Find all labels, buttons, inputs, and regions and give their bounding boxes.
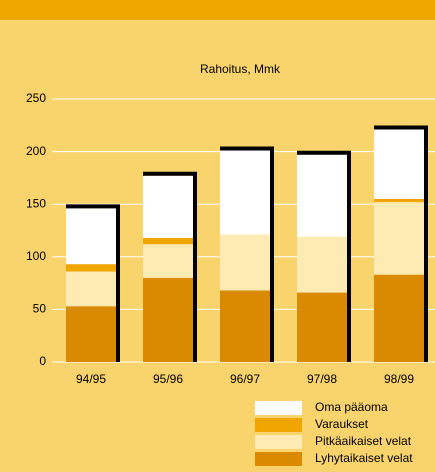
x-tick-label: 97/98 xyxy=(307,372,337,386)
chart-title: Rahoitus, Mmk xyxy=(200,62,281,76)
y-tick-label: 50 xyxy=(33,302,47,316)
y-tick-label: 200 xyxy=(26,144,46,158)
bar-segment xyxy=(297,154,347,237)
x-tick-label: 94/95 xyxy=(76,372,106,386)
bar-shadow xyxy=(220,146,274,362)
legend-label: Varaukset xyxy=(315,417,369,431)
y-tick-label: 250 xyxy=(26,91,46,105)
bar-shadow xyxy=(66,204,120,362)
bar-segment xyxy=(220,150,270,235)
bar-segment xyxy=(66,271,116,307)
x-tick-label: 96/97 xyxy=(230,372,260,386)
bar-segment xyxy=(66,208,116,265)
bar-segment xyxy=(220,290,270,362)
bar-segment xyxy=(143,237,193,245)
bar-shadow xyxy=(374,125,428,362)
y-tick-label: 150 xyxy=(26,196,46,210)
bar-segment xyxy=(374,202,424,275)
bar-segment xyxy=(374,274,424,362)
bar-segment xyxy=(66,306,116,362)
legend-swatch xyxy=(255,401,302,415)
x-tick-label: 98/99 xyxy=(384,372,414,386)
bar-segment xyxy=(143,244,193,278)
bar-segment xyxy=(297,236,347,293)
legend-label: Oma pääoma xyxy=(315,400,388,414)
bar-shadow xyxy=(143,171,197,362)
bar-segment xyxy=(66,264,116,272)
bar-shadow xyxy=(297,150,351,362)
legend-swatch xyxy=(255,418,302,432)
y-tick-label: 100 xyxy=(26,249,46,263)
bar-segment xyxy=(374,129,424,199)
legend-swatch xyxy=(255,435,302,449)
bar-segment xyxy=(374,198,424,203)
bar-segment xyxy=(143,175,193,238)
legend-label: Pitkäaikaiset velat xyxy=(315,434,412,448)
top-band xyxy=(0,0,435,20)
bar-segment xyxy=(297,292,347,362)
x-tick-label: 95/96 xyxy=(153,372,183,386)
legend-label: Lyhytaikaiset velat xyxy=(315,451,413,465)
legend-swatch xyxy=(255,452,302,466)
bar-segment xyxy=(143,277,193,362)
bar-segment xyxy=(220,234,270,291)
y-tick-label: 0 xyxy=(39,354,46,368)
